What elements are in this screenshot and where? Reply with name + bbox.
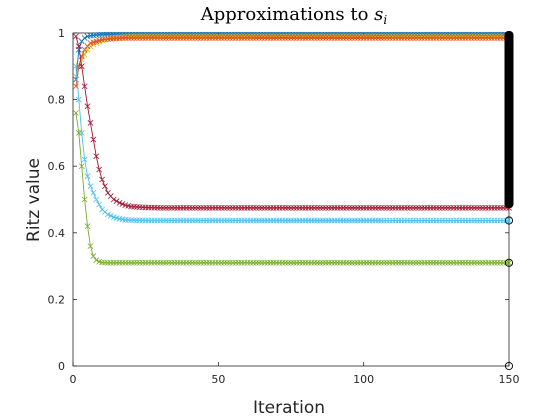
endpoint-circle [504,361,514,371]
x-tick-label: 50 [211,373,225,386]
y-tick-label: 0.2 [48,293,66,306]
x-axis-label: Iteration [253,398,325,418]
x-tick-label: 150 [499,373,520,386]
series-markers-1 [73,31,512,83]
y-tick-label: 1 [58,27,65,40]
x-tick-label: 100 [353,373,374,386]
endpoint-circle [504,216,514,225]
y-axis-label: Ritz value [24,158,44,242]
series-markers-2 [73,33,512,80]
x-tick-label: 0 [70,373,77,386]
plot-area: 0 50 100 150 0 0.2 0.4 0.6 0.8 1 [48,27,520,386]
chart-title-subscript: i [383,13,387,27]
y-tick-label: 0.6 [48,160,66,173]
y-tick-label: 0.8 [48,94,66,107]
y-tick-label: 0 [58,360,65,373]
chart-title-prefix: Approximations to [200,4,374,25]
endpoint-circle [504,258,514,267]
series-markers-4 [73,33,512,211]
y-tick-label: 0.4 [48,227,66,240]
chart-title: Approximations to si [200,4,388,27]
chart-title-math: s [374,4,383,25]
series-markers-6 [73,110,512,266]
final-iteration-marker-band [504,31,514,209]
series-markers-5 [73,63,512,224]
plot-frame [72,32,510,367]
series-markers-3 [73,35,512,90]
